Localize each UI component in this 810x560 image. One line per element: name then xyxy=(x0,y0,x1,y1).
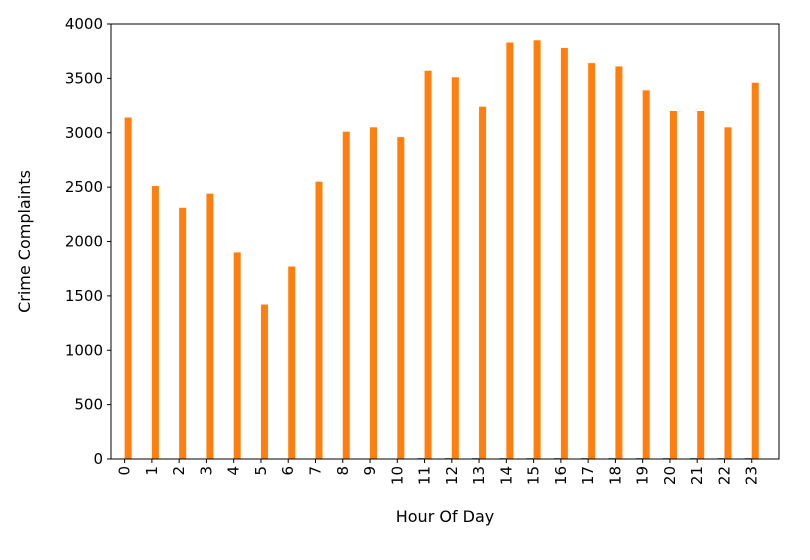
x-tick-label: 14 xyxy=(497,466,515,485)
bar-series1-hour-23 xyxy=(751,82,759,459)
y-axis-label: Crime Complaints xyxy=(15,170,34,313)
bar-series1-hour-16 xyxy=(560,47,568,460)
bar-series1-hour-13 xyxy=(479,106,487,460)
y-tick-label: 3500 xyxy=(65,69,103,87)
x-tick-label: 6 xyxy=(279,466,297,476)
x-tick-label: 4 xyxy=(225,466,243,476)
x-tick-label: 3 xyxy=(197,466,215,476)
bar-series1-hour-0 xyxy=(124,117,132,460)
bar-series1-hour-15 xyxy=(533,40,541,460)
x-tick-label: 1 xyxy=(143,466,161,476)
bar-series1-hour-12 xyxy=(451,77,459,459)
x-tick-label: 7 xyxy=(306,466,324,476)
x-tick-label: 17 xyxy=(579,466,597,485)
x-axis: 0 1 2 3 4 5 6 7 8 9 10 11 12 13 14 15 16 17 18 19 20 21 22 23 xyxy=(116,459,761,485)
y-tick-label: 3000 xyxy=(65,124,103,142)
y-tick-label: 2500 xyxy=(65,178,103,196)
x-tick-label: 8 xyxy=(334,466,352,476)
bar-series1-hour-17 xyxy=(588,63,596,460)
bar-series1-hour-4 xyxy=(233,252,241,460)
y-axis: 0 500 1000 1500 2000 2500 3000 3500 4000 xyxy=(65,15,111,468)
bar-series1-hour-3 xyxy=(206,193,214,459)
y-tick-label: 1500 xyxy=(65,287,103,305)
y-tick-label: 1000 xyxy=(65,341,103,359)
bar-series1-hour-14 xyxy=(506,42,514,460)
x-tick-label: 22 xyxy=(715,466,733,485)
bar-series1-hour-11 xyxy=(424,70,432,459)
y-tick-label: 4000 xyxy=(65,15,103,33)
bar-series1-hour-7 xyxy=(315,181,323,459)
x-tick-label: 10 xyxy=(388,466,406,485)
x-tick-label: 5 xyxy=(252,466,270,476)
x-tick-label: 2 xyxy=(170,466,188,476)
x-tick-label: 21 xyxy=(688,466,706,485)
bar-series1-hour-10 xyxy=(397,137,405,459)
plot-frame xyxy=(110,23,780,460)
bar-series1-hour-6 xyxy=(288,266,296,459)
bar-series1-hour-1 xyxy=(151,186,159,460)
bar-series1-hour-18 xyxy=(615,66,623,459)
x-tick-label: 11 xyxy=(416,466,434,485)
y-tick-label: 500 xyxy=(74,396,103,414)
x-tick-label: 19 xyxy=(634,466,652,485)
bar-series1-hour-20 xyxy=(669,111,677,459)
bar-series1-hour-21 xyxy=(697,111,705,459)
x-tick-label: 9 xyxy=(361,466,379,476)
bar-series1-hour-22 xyxy=(724,127,732,459)
bar-series1-hour-8 xyxy=(342,131,350,459)
x-axis-label: Hour Of Day xyxy=(396,507,495,526)
bar-series1-hour-9 xyxy=(370,127,378,459)
bars-group xyxy=(117,40,759,460)
bar-series1-hour-5 xyxy=(260,304,268,459)
x-tick-label: 16 xyxy=(552,466,570,485)
bar-series1-hour-19 xyxy=(642,90,650,459)
y-tick-label: 0 xyxy=(93,450,103,468)
x-tick-label: 0 xyxy=(116,466,134,476)
x-tick-label: 12 xyxy=(443,466,461,485)
bar-series1-hour-2 xyxy=(179,207,187,459)
x-tick-label: 20 xyxy=(661,466,679,485)
y-tick-label: 2000 xyxy=(65,233,103,251)
x-tick-label: 18 xyxy=(606,466,624,485)
x-tick-label: 23 xyxy=(743,466,761,485)
x-tick-label: 13 xyxy=(470,466,488,485)
x-tick-label: 15 xyxy=(525,466,543,485)
